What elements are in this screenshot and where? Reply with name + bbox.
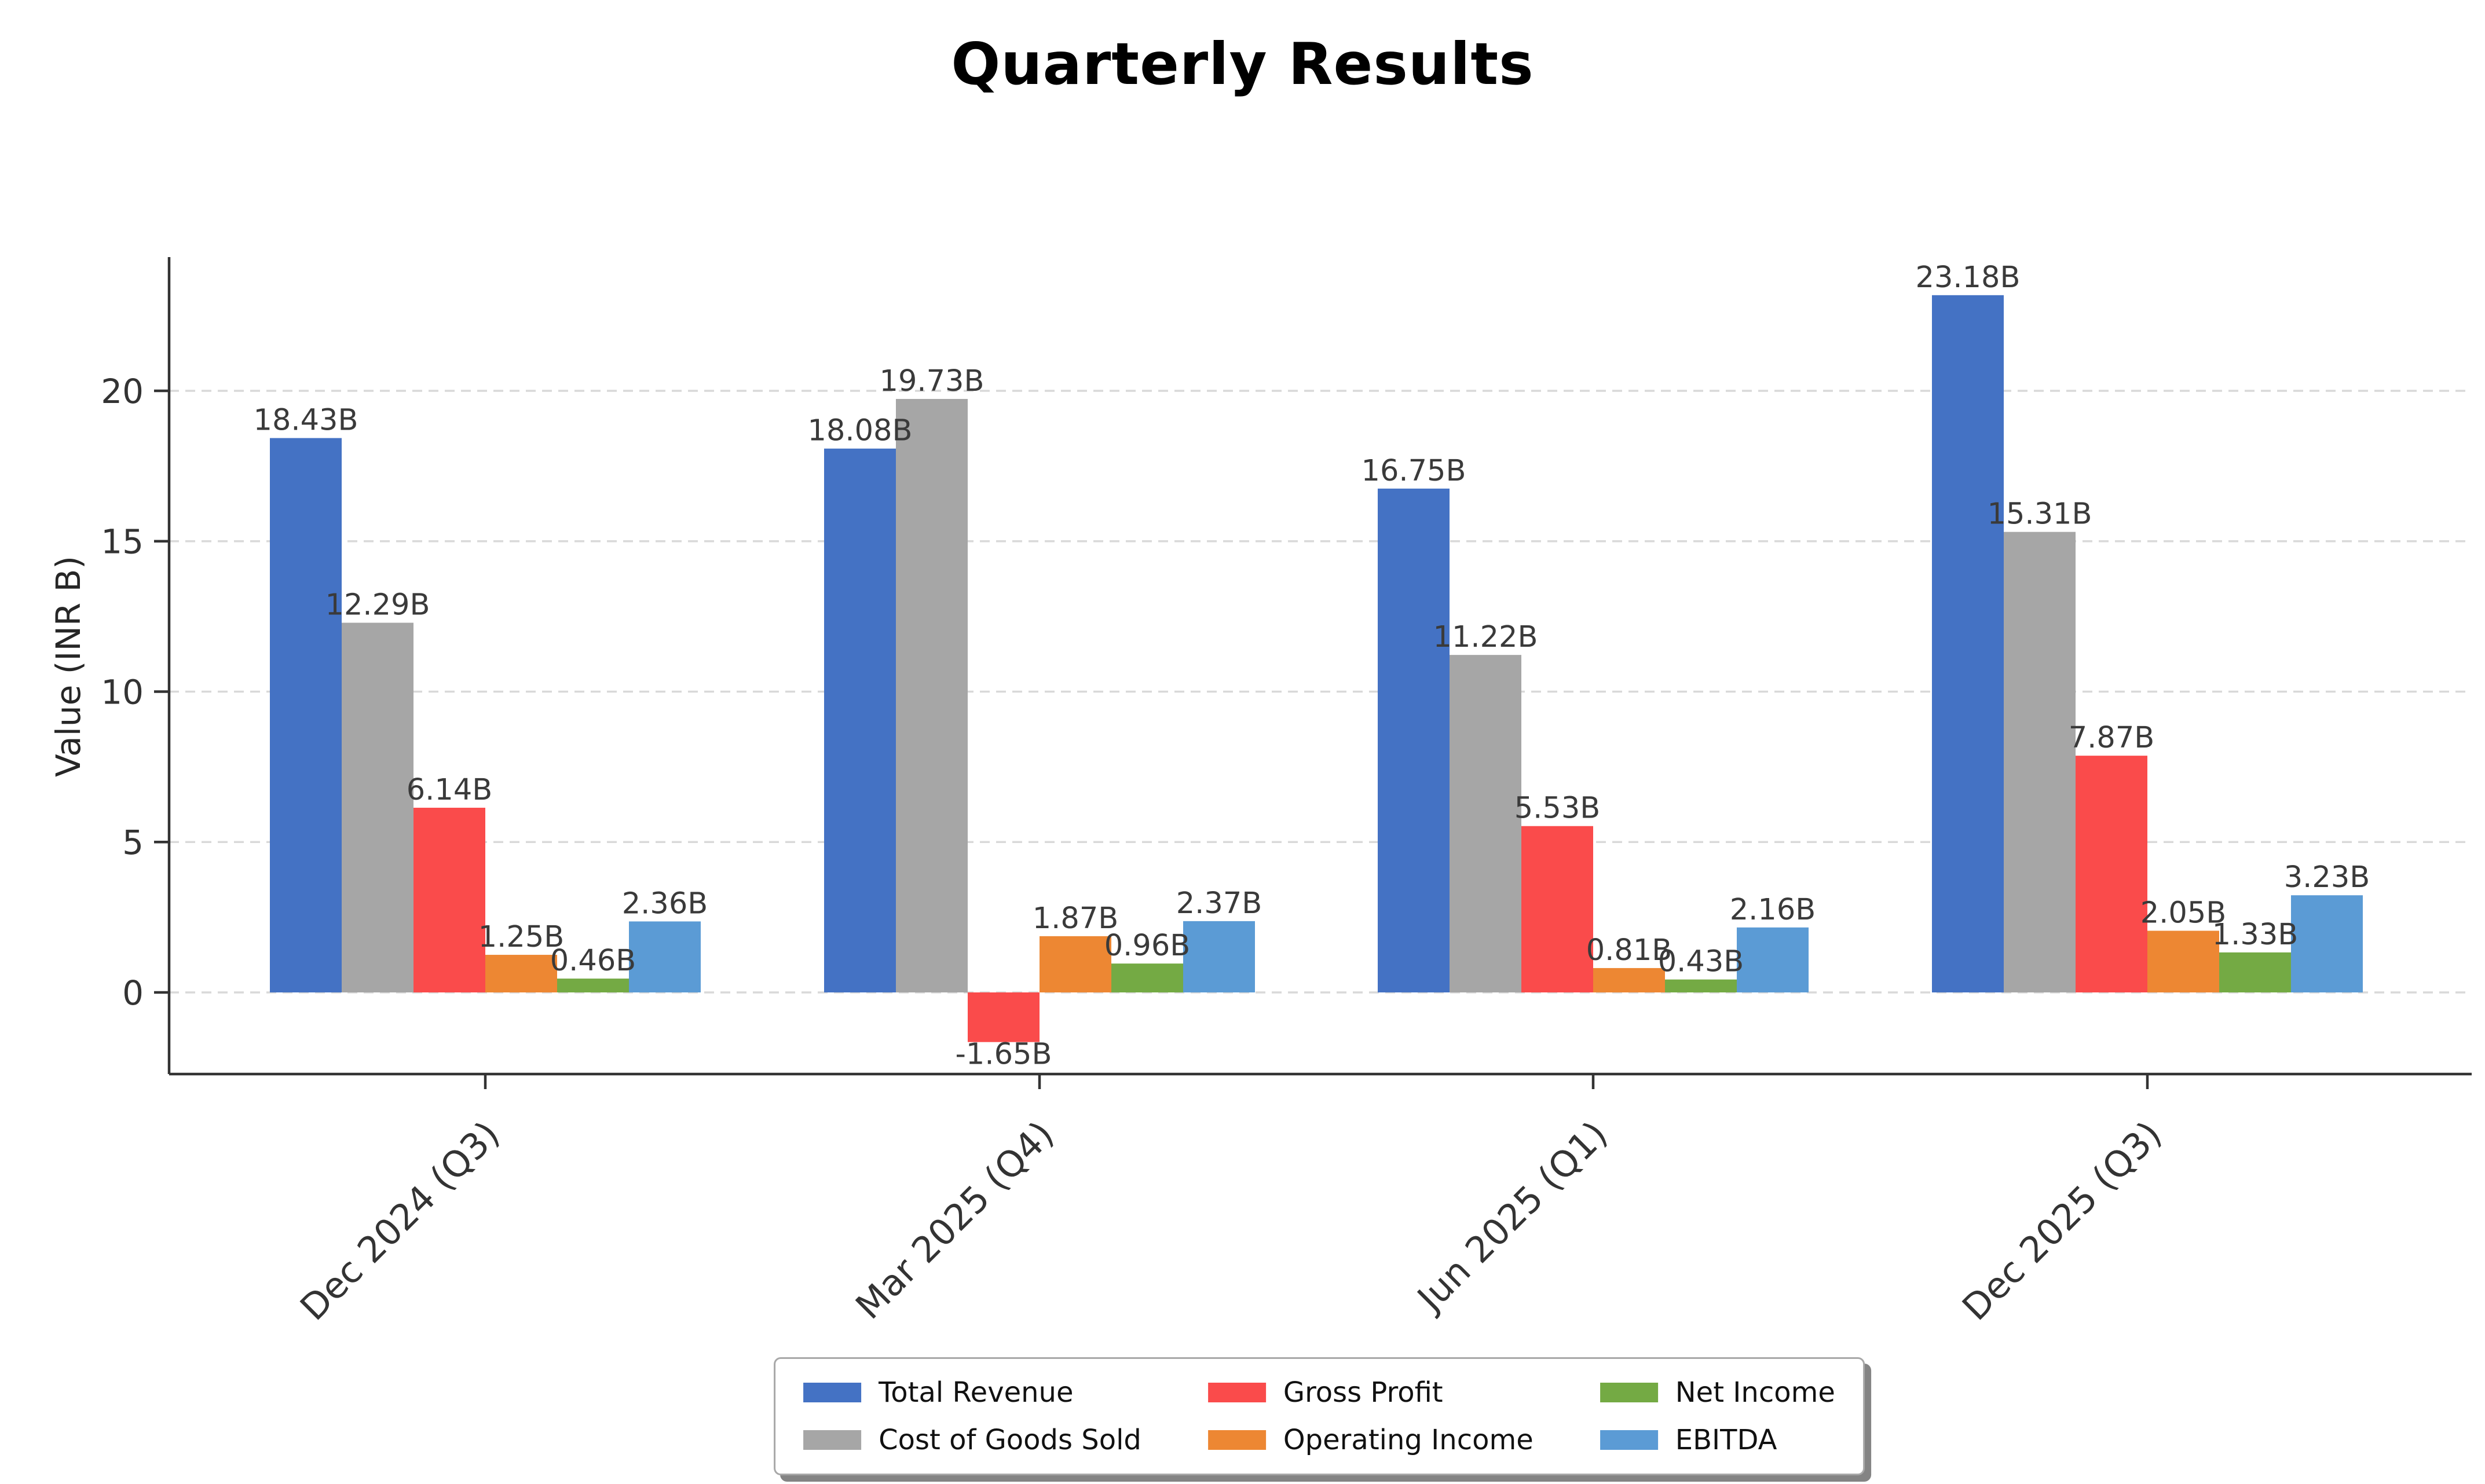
value-label-ebitda-jun-2025-q1: 2.16B (1730, 893, 1816, 927)
bar-operating-income-jun-2025-q1 (1593, 968, 1665, 992)
bar-net-income-dec-2025-q3 (2219, 952, 2291, 992)
bar-operating-income-mar-2025-q4 (1040, 936, 1111, 992)
legend-swatch-total-revenue (803, 1383, 862, 1402)
x-tick-label-mar-2025-q4: Mar 2025 (Q4) (847, 1113, 1062, 1327)
value-label-total-revenue-mar-2025-q4: 18.08B (808, 414, 913, 448)
bar-net-income-mar-2025-q4 (1111, 963, 1183, 992)
value-label-cost-of-goods-sold-dec-2025-q3: 15.31B (1988, 497, 2092, 532)
legend-label-gross-profit: Gross Profit (1283, 1376, 1443, 1409)
legend-label-operating-income: Operating Income (1283, 1424, 1534, 1456)
legend-label-total-revenue: Total Revenue (879, 1376, 1074, 1409)
value-label-net-income-dec-2025-q3: 1.33B (2212, 918, 2299, 952)
value-label-net-income-dec-2024-q3: 0.46B (550, 944, 636, 978)
legend-item-cost-of-goods-sold: Cost of Goods Sold (803, 1424, 1141, 1456)
legend-swatch-net-income (1600, 1383, 1658, 1402)
bar-operating-income-dec-2024-q3 (485, 955, 557, 992)
value-label-total-revenue-dec-2025-q3: 23.18B (1916, 261, 2021, 295)
bar-operating-income-dec-2025-q3 (2147, 930, 2219, 992)
legend-swatch-operating-income (1207, 1430, 1266, 1450)
value-label-ebitda-mar-2025-q4: 2.37B (1176, 886, 1262, 921)
bar-gross-profit-mar-2025-q4 (968, 992, 1040, 1042)
chart-legend: Total Revenue Cost of Goods Sold Gross Pro… (774, 1357, 1865, 1475)
bar-cost-of-goods-sold-dec-2024-q3 (342, 622, 413, 992)
y-tick-label: 5 (122, 823, 144, 862)
value-label-cost-of-goods-sold-jun-2025-q1: 11.22B (1433, 620, 1538, 654)
legend-swatch-ebitda (1600, 1430, 1658, 1450)
bar-cost-of-goods-sold-dec-2025-q3 (2004, 532, 2076, 992)
bar-gross-profit-jun-2025-q1 (1521, 826, 1593, 992)
value-label-gross-profit-dec-2024-q3: 6.14B (407, 773, 493, 807)
bar-ebitda-dec-2024-q3 (629, 921, 701, 992)
value-label-ebitda-dec-2025-q3: 3.23B (2284, 860, 2370, 895)
bar-net-income-jun-2025-q1 (1665, 979, 1737, 992)
bar-cost-of-goods-sold-jun-2025-q1 (1450, 655, 1521, 992)
x-tick-label-dec-2024-q3: Dec 2024 (Q3) (292, 1113, 508, 1329)
value-label-gross-profit-dec-2025-q3: 7.87B (2069, 721, 2155, 755)
value-label-total-revenue-jun-2025-q1: 16.75B (1362, 454, 1466, 488)
value-label-operating-income-jun-2025-q1: 0.81B (1586, 933, 1672, 968)
y-tick-label: 10 (101, 672, 144, 712)
legend-label-cost-of-goods-sold: Cost of Goods Sold (879, 1424, 1141, 1456)
legend-item-total-revenue: Total Revenue (803, 1376, 1141, 1409)
bar-total-revenue-mar-2025-q4 (824, 448, 896, 992)
bar-total-revenue-dec-2024-q3 (270, 438, 342, 992)
legend-swatch-gross-profit (1207, 1383, 1266, 1402)
bar-ebitda-dec-2025-q3 (2291, 895, 2363, 992)
bar-total-revenue-dec-2025-q3 (1932, 295, 2004, 992)
value-label-operating-income-mar-2025-q4: 1.87B (1033, 902, 1119, 936)
value-label-cost-of-goods-sold-dec-2024-q3: 12.29B (325, 588, 430, 622)
legend-item-operating-income: Operating Income (1207, 1424, 1534, 1456)
chart-title: Quarterly Results (951, 30, 1534, 98)
legend-item-ebitda: EBITDA (1600, 1424, 1835, 1456)
value-label-gross-profit-jun-2025-q1: 5.53B (1514, 792, 1601, 826)
value-label-net-income-mar-2025-q4: 0.96B (1104, 929, 1191, 963)
bar-total-revenue-jun-2025-q1 (1378, 488, 1450, 992)
y-tick-label: 15 (101, 522, 144, 562)
x-tick-label-dec-2025-q3: Dec 2025 (Q3) (1954, 1113, 2170, 1329)
bar-net-income-dec-2024-q3 (557, 979, 629, 992)
bar-ebitda-mar-2025-q4 (1183, 921, 1255, 992)
legend-item-net-income: Net Income (1600, 1376, 1835, 1409)
y-tick-label: 0 (122, 973, 144, 1013)
bar-ebitda-jun-2025-q1 (1737, 927, 1809, 992)
legend-label-net-income: Net Income (1675, 1376, 1835, 1409)
legend-item-gross-profit: Gross Profit (1207, 1376, 1534, 1409)
bar-cost-of-goods-sold-mar-2025-q4 (896, 399, 968, 992)
value-label-net-income-jun-2025-q1: 0.43B (1658, 945, 1744, 979)
legend-swatch-cost-of-goods-sold (803, 1430, 862, 1450)
y-tick-label: 20 (101, 372, 144, 411)
value-label-operating-income-dec-2025-q3: 2.05B (2140, 896, 2227, 930)
bar-gross-profit-dec-2024-q3 (413, 808, 485, 992)
legend-label-ebitda: EBITDA (1675, 1424, 1777, 1456)
x-tick-label-jun-2025-q1: Jun 2025 (Q1) (1408, 1113, 1616, 1321)
value-label-gross-profit-mar-2025-q4: -1.65B (956, 1038, 1052, 1072)
value-label-ebitda-dec-2024-q3: 2.36B (622, 886, 708, 921)
value-label-cost-of-goods-sold-mar-2025-q4: 19.73B (880, 364, 985, 398)
bar-gross-profit-dec-2025-q3 (2076, 756, 2147, 992)
value-label-operating-income-dec-2024-q3: 1.25B (478, 920, 565, 954)
value-label-total-revenue-dec-2024-q3: 18.43B (254, 404, 358, 438)
